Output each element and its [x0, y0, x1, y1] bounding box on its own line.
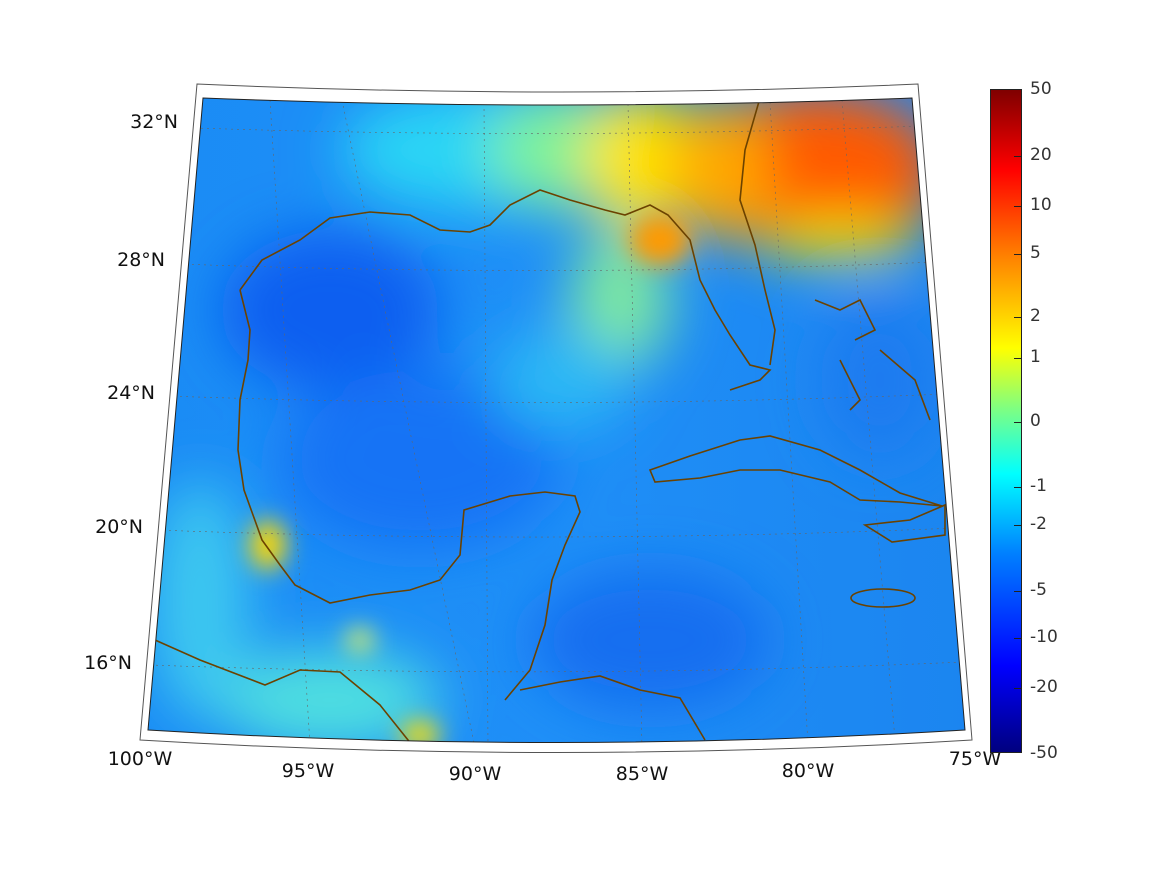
- lat-label: 24°N: [107, 382, 155, 404]
- map-frame: [147, 97, 966, 743]
- colorbar: [990, 89, 1022, 753]
- colorbar-tick-label: -1: [1030, 476, 1047, 496]
- lon-label: 80°W: [781, 760, 835, 782]
- colorbar-tick-label: 50: [1030, 79, 1052, 99]
- colorbar-tick: [1014, 206, 1021, 207]
- lat-label: 16°N: [84, 652, 132, 674]
- lat-label: 20°N: [95, 516, 143, 538]
- colorbar-tick-label: 0: [1030, 411, 1041, 431]
- colorbar-tick: [1014, 254, 1021, 255]
- colorbar-tick-label: 2: [1030, 306, 1041, 326]
- lon-label: 100°W: [107, 748, 173, 770]
- colorbar-tick-label: -5: [1030, 580, 1047, 600]
- lat-label: 32°N: [130, 111, 178, 133]
- lon-label: 90°W: [448, 763, 502, 785]
- colorbar-tick: [1014, 591, 1021, 592]
- colorbar-tick: [1014, 156, 1021, 157]
- colorbar-tick: [1014, 525, 1021, 526]
- colorbar-tick-label: 5: [1030, 243, 1041, 263]
- lon-label: 85°W: [615, 763, 669, 785]
- colorbar-tick: [1014, 688, 1021, 689]
- colorbar-tick-label: -20: [1030, 677, 1058, 697]
- colorbar-tick: [1014, 422, 1021, 423]
- coastlines: [154, 98, 946, 743]
- colorbar-tick-label: 10: [1030, 195, 1052, 215]
- lon-label: 95°W: [281, 760, 335, 782]
- colorbar-tick: [1014, 358, 1021, 359]
- colorbar-tick-label: -10: [1030, 627, 1058, 647]
- colorbar-tick: [1014, 317, 1021, 318]
- colorbar-tick-label: 1: [1030, 347, 1041, 367]
- lon-label: 75°W: [948, 748, 1002, 770]
- lat-label: 28°N: [117, 249, 165, 271]
- data-field: [148, 98, 965, 743]
- graticule: [149, 99, 964, 743]
- colorbar-tick: [1014, 487, 1021, 488]
- colorbar-tick-label: -2: [1030, 514, 1047, 534]
- colorbar-tick-label: -50: [1030, 743, 1058, 763]
- colorbar-tick-label: 20: [1030, 145, 1052, 165]
- colorbar-tick: [1014, 638, 1021, 639]
